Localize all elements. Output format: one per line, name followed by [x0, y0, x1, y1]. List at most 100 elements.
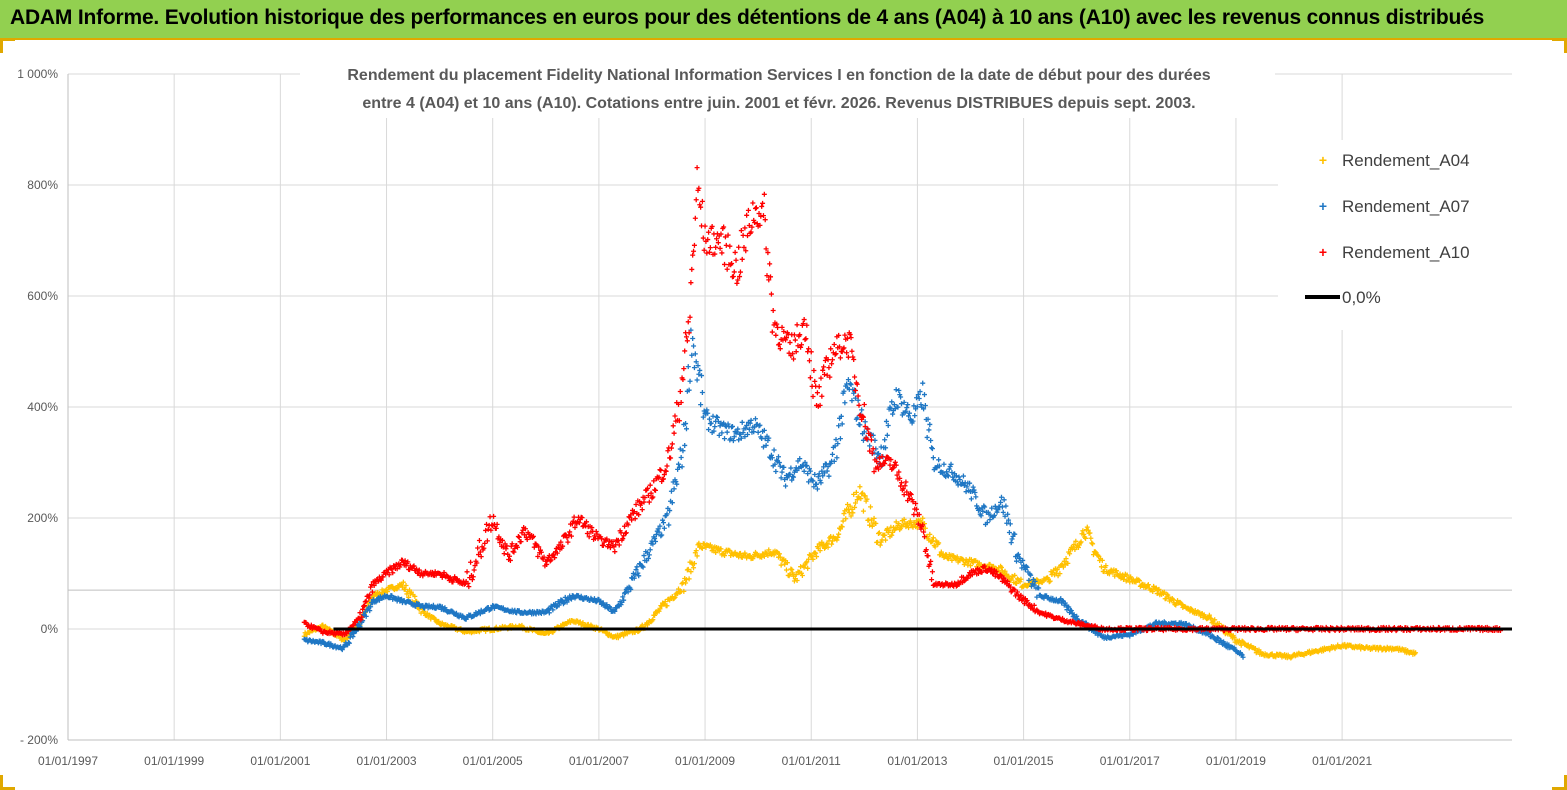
data-point — [628, 586, 634, 592]
data-point — [712, 251, 718, 257]
data-point — [842, 400, 848, 406]
data-point — [835, 441, 841, 447]
data-point — [920, 380, 926, 386]
data-point — [884, 432, 890, 438]
data-point — [971, 487, 977, 493]
data-point — [812, 378, 818, 384]
data-point — [845, 501, 851, 507]
data-point — [891, 465, 897, 471]
data-point — [763, 246, 769, 252]
data-point — [910, 499, 916, 505]
data-point — [704, 250, 710, 256]
data-point — [905, 402, 911, 408]
data-point — [912, 413, 918, 419]
data-point — [591, 533, 597, 539]
data-point — [746, 223, 752, 229]
data-point — [1024, 583, 1030, 589]
data-point — [682, 348, 688, 354]
data-point — [998, 499, 1004, 505]
data-point — [739, 256, 745, 262]
data-point — [790, 351, 796, 357]
data-point — [648, 490, 654, 496]
data-point — [810, 478, 816, 484]
data-point — [1117, 571, 1123, 577]
data-point — [929, 446, 935, 452]
data-point — [816, 384, 822, 390]
data-point — [1020, 557, 1026, 563]
data-point — [787, 571, 793, 577]
data-point — [545, 607, 551, 613]
data-point — [1136, 577, 1142, 583]
data-point — [406, 594, 412, 600]
data-point — [779, 469, 785, 475]
data-point — [799, 572, 805, 578]
data-point — [639, 563, 645, 569]
data-point — [922, 402, 928, 408]
data-point — [612, 608, 618, 614]
legend: + Rendement_A04 + Rendement_A07 + Rendem… — [1305, 151, 1470, 307]
data-point — [987, 561, 993, 567]
data-point — [810, 556, 816, 562]
data-point — [722, 553, 728, 559]
data-point — [664, 511, 670, 517]
data-point — [822, 470, 828, 476]
data-point — [1012, 531, 1018, 537]
data-point — [738, 228, 744, 234]
legend-label-a10: Rendement_A10 — [1342, 243, 1470, 262]
data-point — [363, 613, 369, 619]
data-point — [903, 524, 909, 530]
data-point — [929, 445, 935, 451]
data-point — [677, 446, 683, 452]
data-point — [898, 480, 904, 486]
data-point — [930, 455, 936, 461]
data-point — [829, 361, 835, 367]
data-point — [775, 454, 781, 460]
data-point — [1062, 600, 1068, 606]
data-point — [867, 443, 873, 449]
data-point — [957, 477, 963, 483]
chart-area: - 200% 0% 200% 400% 600% 800% 1 000% 01/01/1997… — [17, 60, 1512, 768]
data-point — [745, 233, 751, 239]
data-point — [698, 204, 704, 210]
data-point — [568, 596, 574, 602]
data-point — [412, 593, 418, 599]
data-point — [740, 430, 746, 436]
data-point — [684, 338, 690, 344]
data-point — [779, 324, 785, 330]
data-point — [891, 402, 897, 408]
data-point — [927, 421, 933, 427]
data-point — [967, 480, 973, 486]
data-point — [801, 468, 807, 474]
data-point — [1413, 650, 1419, 656]
data-point — [662, 599, 668, 605]
data-point — [876, 530, 882, 536]
data-point — [945, 473, 951, 479]
data-point — [627, 514, 633, 520]
data-point — [685, 364, 691, 370]
data-point — [636, 512, 642, 518]
data-point — [500, 544, 506, 550]
data-point — [652, 612, 658, 618]
data-point — [604, 602, 610, 608]
data-point — [955, 482, 961, 488]
data-point — [906, 525, 912, 531]
data-point — [665, 448, 671, 454]
data-point — [390, 570, 396, 576]
data-point — [635, 570, 641, 576]
data-point — [876, 455, 882, 461]
data-point — [965, 575, 971, 581]
data-point — [712, 424, 718, 430]
data-point — [889, 532, 895, 538]
data-point — [682, 442, 688, 448]
data-point — [911, 403, 917, 409]
data-point — [647, 547, 653, 553]
data-point — [672, 594, 678, 600]
data-point — [794, 322, 800, 328]
data-point — [810, 393, 816, 399]
data-point — [641, 553, 647, 559]
data-point — [1017, 593, 1023, 599]
data-point — [776, 460, 782, 466]
data-point — [925, 416, 931, 422]
data-point — [1007, 584, 1013, 590]
data-point — [1007, 521, 1013, 527]
